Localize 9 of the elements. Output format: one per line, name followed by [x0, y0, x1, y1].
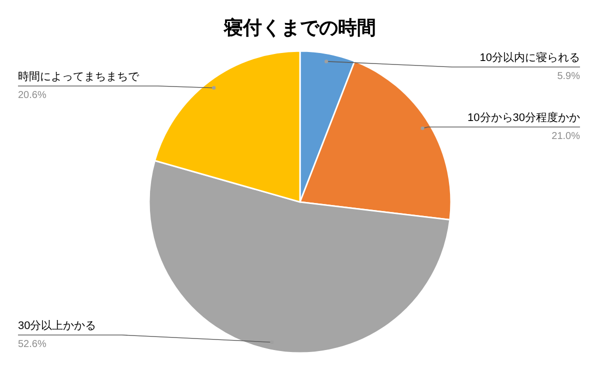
- data-label: 20.6%: [18, 90, 46, 101]
- slice-label: 10分から30分程度かか: [468, 111, 580, 124]
- data-label: 5.9%: [557, 71, 580, 82]
- slice-label: 10分以内に寝られる: [480, 51, 580, 64]
- slice-label: 30分以上かかる: [18, 319, 96, 332]
- chart-title: 寝付くまでの時間: [223, 17, 376, 39]
- slice-label: 時間によってまちまちで: [18, 70, 140, 83]
- data-label: 21.0%: [552, 131, 580, 142]
- data-label: 52.6%: [18, 339, 46, 350]
